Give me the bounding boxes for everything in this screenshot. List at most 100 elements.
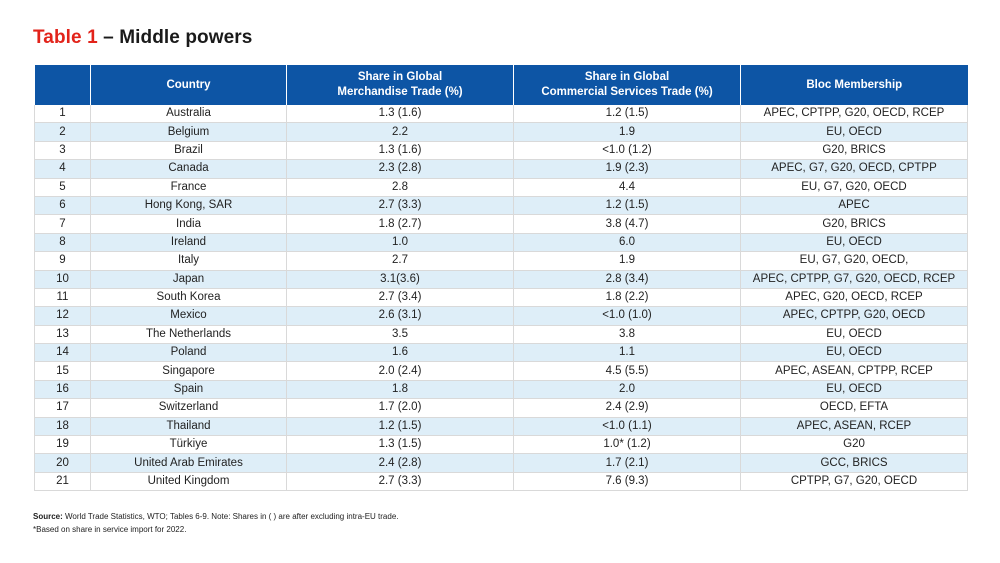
table-row: 14 Poland 1.6 1.1 EU, OECD xyxy=(34,343,968,363)
row-number: 8 xyxy=(34,233,91,253)
country-name: Canada xyxy=(90,159,287,179)
table-row: 11 South Korea 2.7 (3.4) 1.8 (2.2) APEC, G20… xyxy=(34,288,968,308)
services-share: 1.7 (2.1) xyxy=(513,453,741,473)
bloc-membership: GCC, BRICS xyxy=(740,453,968,473)
header-merchandise-share: Share in Global Merchandise Trade (%) xyxy=(286,65,514,105)
country-name: Australia xyxy=(90,105,287,124)
bloc-membership: APEC, G20, OECD, RCEP xyxy=(740,288,968,308)
services-share: <1.0 (1.2) xyxy=(513,141,741,161)
services-share: 4.4 xyxy=(513,178,741,197)
row-number: 4 xyxy=(34,159,91,179)
country-name: South Korea xyxy=(90,288,287,308)
row-number: 20 xyxy=(34,453,91,473)
footnotes: Source: World Trade Statistics, WTO; Tab… xyxy=(33,510,399,536)
bloc-membership: CPTPP, G7, G20, OECD xyxy=(740,472,968,492)
bloc-membership: APEC, G7, G20, OECD, CPTPP xyxy=(740,159,968,179)
merchandise-share: 1.3 (1.6) xyxy=(286,141,514,161)
country-name: Japan xyxy=(90,270,287,289)
country-name: Spain xyxy=(90,380,287,400)
merchandise-share: 2.2 xyxy=(286,122,514,142)
asterisk-note: *Based on share in service import for 20… xyxy=(33,525,187,534)
country-name: Mexico xyxy=(90,306,287,326)
merchandise-share: 1.7 (2.0) xyxy=(286,398,514,418)
bloc-membership: G20, BRICS xyxy=(740,214,968,234)
row-number: 9 xyxy=(34,251,91,271)
merchandise-share: 2.4 (2.8) xyxy=(286,453,514,473)
services-share: 2.8 (3.4) xyxy=(513,270,741,289)
row-number: 5 xyxy=(34,178,91,197)
services-share: 1.1 xyxy=(513,343,741,363)
table-header-row: Country Share in Global Merchandise Trad… xyxy=(34,65,968,105)
services-share: 1.9 xyxy=(513,122,741,142)
merchandise-share: 3.1(3.6) xyxy=(286,270,514,289)
table-row: 12 Mexico 2.6 (3.1) <1.0 (1.0) APEC, CPTPP, … xyxy=(34,306,968,326)
services-share: <1.0 (1.1) xyxy=(513,417,741,437)
country-name: Ireland xyxy=(90,233,287,253)
header-number xyxy=(34,65,91,105)
merchandise-share: 2.7 (3.3) xyxy=(286,196,514,216)
services-share: 3.8 xyxy=(513,325,741,345)
header-merchandise-line1: Share in Global xyxy=(357,71,443,83)
row-number: 7 xyxy=(34,214,91,234)
country-name: Brazil xyxy=(90,141,287,161)
services-share: 2.0 xyxy=(513,380,741,400)
middle-powers-table: Country Share in Global Merchandise Trad… xyxy=(34,65,968,492)
row-number: 18 xyxy=(34,417,91,437)
table-row: 20 United Arab Emirates 2.4 (2.8) 1.7 (2.1)… xyxy=(34,453,968,473)
merchandise-share: 1.0 xyxy=(286,233,514,253)
bloc-membership: EU, OECD xyxy=(740,233,968,253)
bloc-membership: APEC, CPTPP, G7, G20, OECD, RCEP xyxy=(740,270,968,289)
services-share: 1.2 (1.5) xyxy=(513,105,741,124)
row-number: 6 xyxy=(34,196,91,216)
services-share: 2.4 (2.9) xyxy=(513,398,741,418)
table-number-label: Table 1 xyxy=(33,27,98,48)
table-row: 2 Belgium 2.2 1.9 EU, OECD xyxy=(34,122,968,142)
country-name: Hong Kong, SAR xyxy=(90,196,287,216)
table-row: 13 The Netherlands 3.5 3.8 EU, OECD xyxy=(34,325,968,345)
bloc-membership: EU, OECD xyxy=(740,380,968,400)
table-row: 3 Brazil 1.3 (1.6) <1.0 (1.2) G20, BRICS xyxy=(34,141,968,161)
merchandise-share: 1.6 xyxy=(286,343,514,363)
bloc-membership: G20, BRICS xyxy=(740,141,968,161)
row-number: 21 xyxy=(34,472,91,492)
table-row: 4 Canada 2.3 (2.8) 1.9 (2.3) APEC, G7, G20, … xyxy=(34,159,968,179)
merchandise-share: 2.8 xyxy=(286,178,514,197)
merchandise-share: 1.3 (1.5) xyxy=(286,435,514,455)
merchandise-share: 2.7 xyxy=(286,251,514,271)
services-share: 6.0 xyxy=(513,233,741,253)
services-share: 1.8 (2.2) xyxy=(513,288,741,308)
bloc-membership: APEC, ASEAN, CPTPP, RCEP xyxy=(740,361,968,381)
country-name: Thailand xyxy=(90,417,287,437)
country-name: Poland xyxy=(90,343,287,363)
bloc-membership: APEC, ASEAN, RCEP xyxy=(740,417,968,437)
merchandise-share: 1.8 (2.7) xyxy=(286,214,514,234)
services-share: 4.5 (5.5) xyxy=(513,361,741,381)
table-row: 21 United Kingdom 2.7 (3.3) 7.6 (9.3) CPTPP,… xyxy=(34,472,968,492)
table-body: 1 Australia 1.3 (1.6) 1.2 (1.5) APEC, CPTPP,… xyxy=(34,105,968,492)
table-row: 10 Japan 3.1(3.6) 2.8 (3.4) APEC, CPTPP, G7,… xyxy=(34,270,968,289)
table-row: 7 India 1.8 (2.7) 3.8 (4.7) G20, BRICS xyxy=(34,214,968,234)
table-row: 8 Ireland 1.0 6.0 EU, OECD xyxy=(34,233,968,253)
row-number: 19 xyxy=(34,435,91,455)
services-share: 3.8 (4.7) xyxy=(513,214,741,234)
country-name: Switzerland xyxy=(90,398,287,418)
table-row: 1 Australia 1.3 (1.6) 1.2 (1.5) APEC, CPTPP,… xyxy=(34,105,968,124)
table-row: 18 Thailand 1.2 (1.5) <1.0 (1.1) APEC, ASEAN… xyxy=(34,417,968,437)
table-name: Middle powers xyxy=(119,27,253,48)
row-number: 10 xyxy=(34,270,91,289)
merchandise-share: 1.8 xyxy=(286,380,514,400)
row-number: 15 xyxy=(34,361,91,381)
country-name: United Kingdom xyxy=(90,472,287,492)
table-row: 15 Singapore 2.0 (2.4) 4.5 (5.5) APEC, ASEAN… xyxy=(34,361,968,381)
merchandise-share: 2.6 (3.1) xyxy=(286,306,514,326)
row-number: 16 xyxy=(34,380,91,400)
merchandise-share: 1.2 (1.5) xyxy=(286,417,514,437)
country-name: Singapore xyxy=(90,361,287,381)
services-share: <1.0 (1.0) xyxy=(513,306,741,326)
services-share: 1.2 (1.5) xyxy=(513,196,741,216)
merchandise-share: 1.3 (1.6) xyxy=(286,105,514,124)
country-name: France xyxy=(90,178,287,197)
header-services-line1: Share in Global xyxy=(584,71,670,83)
row-number: 1 xyxy=(34,105,91,124)
services-share: 1.0* (1.2) xyxy=(513,435,741,455)
